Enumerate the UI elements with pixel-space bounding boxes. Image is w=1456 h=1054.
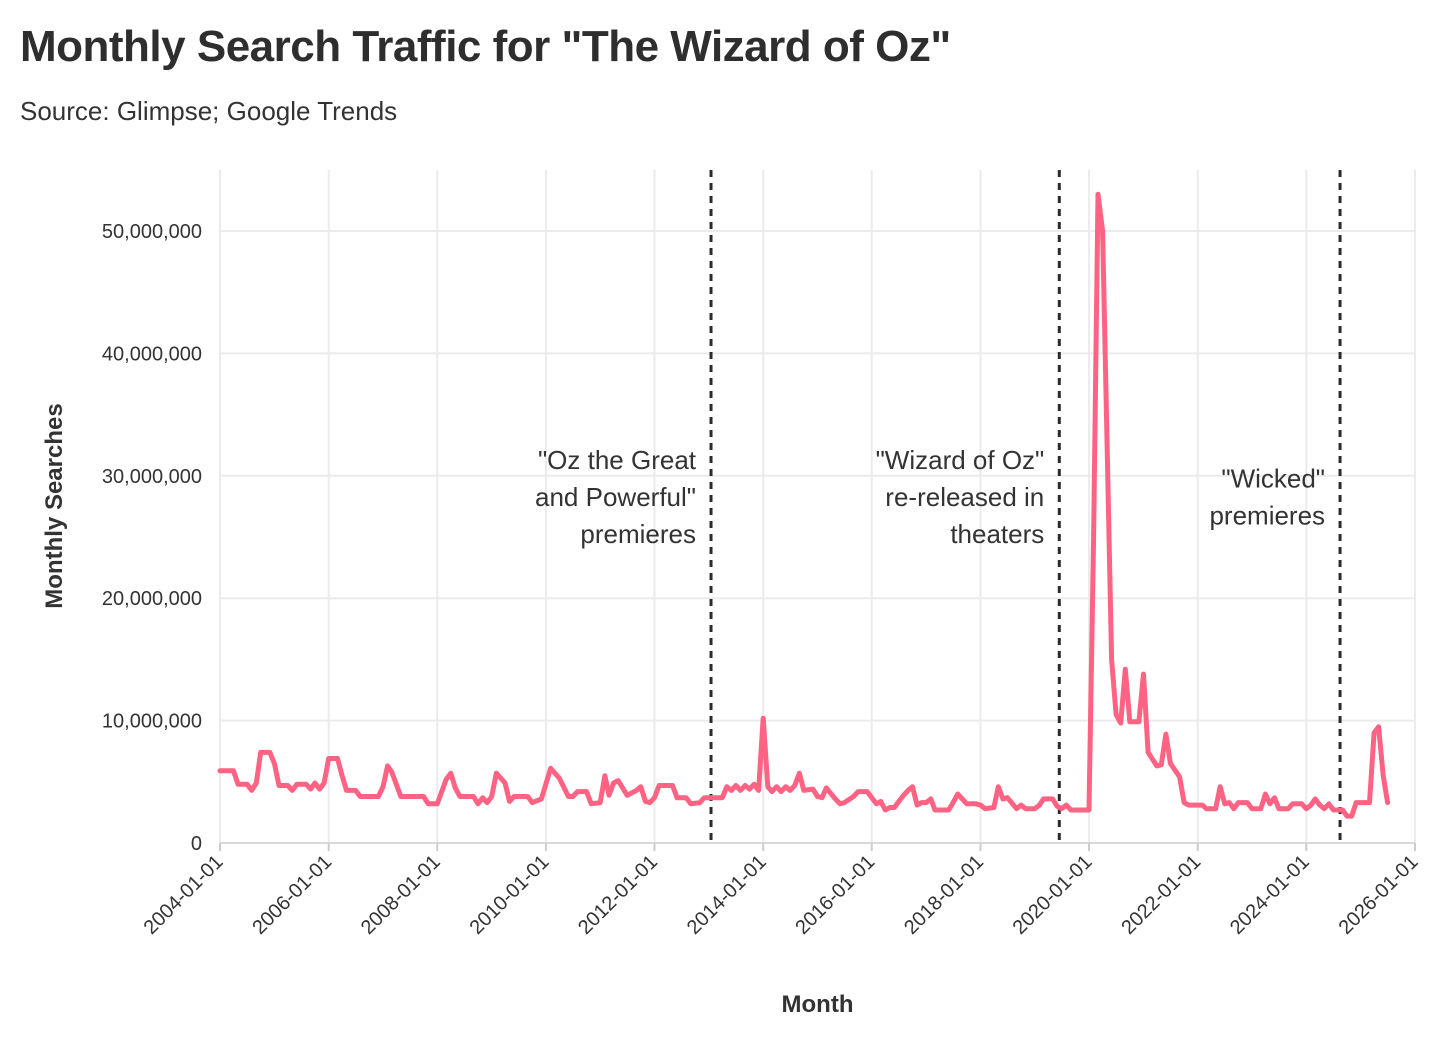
chart-subtitle: Source: Glimpse; Google Trends	[20, 96, 398, 126]
y-tick-label: 0	[191, 833, 202, 855]
chart-title: Monthly Search Traffic for "The Wizard o…	[20, 22, 951, 71]
x-axis-title: Month	[782, 991, 854, 1018]
x-tick-label: 2026-01-01	[1335, 851, 1423, 939]
y-axis-ticks: 0 10,000,000 20,000,000 30,000,000 40,000,00…	[102, 221, 202, 855]
x-tick-label: 2024-01-01	[1226, 851, 1314, 939]
event-annotation: "Wizard of Oz" re-released in theaters	[876, 445, 1045, 549]
y-tick-label: 50,000,000	[102, 221, 202, 243]
x-tick-label: 2012-01-01	[574, 851, 662, 939]
event-markers	[709, 170, 1342, 843]
x-tick-label: 2010-01-01	[466, 851, 554, 939]
event-annotation: "Wicked" premieres	[1209, 464, 1325, 531]
annotations: "Oz the Great and Powerful" premieres "Wiza…	[535, 445, 1325, 549]
x-tick-label: 2022-01-01	[1117, 851, 1205, 939]
event-annotation: "Oz the Great and Powerful" premieres	[535, 445, 697, 549]
x-tick-label: 2014-01-01	[683, 851, 771, 939]
x-tick-label: 2018-01-01	[900, 851, 988, 939]
x-tick-label: 2016-01-01	[791, 851, 879, 939]
series-layer	[217, 191, 1391, 819]
gridlines	[219, 170, 1416, 844]
y-tick-label: 30,000,000	[102, 466, 202, 488]
x-tick-label: 2020-01-01	[1009, 851, 1097, 939]
x-axis-ticks: 2004-01-01 2006-01-01 2008-01-01 2010-01-01…	[140, 843, 1423, 939]
y-tick-label: 20,000,000	[102, 588, 202, 610]
y-tick-label: 40,000,000	[102, 343, 202, 365]
x-tick-label: 2008-01-01	[357, 851, 445, 939]
x-tick-label: 2004-01-01	[140, 851, 228, 939]
y-axis-title: Monthly Searches	[41, 403, 68, 608]
x-tick-label: 2006-01-01	[248, 851, 336, 939]
y-tick-label: 10,000,000	[102, 711, 202, 733]
series-line	[217, 191, 1391, 819]
